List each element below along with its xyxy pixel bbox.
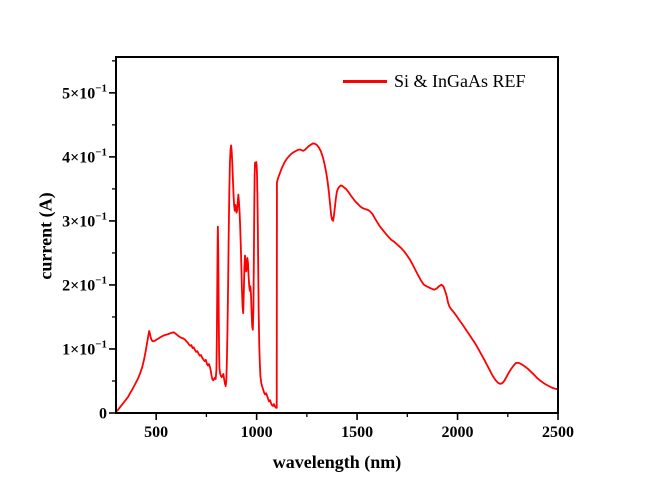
x-axis-ticks: [155, 413, 559, 420]
x-tick-label: 500: [144, 424, 168, 441]
x-tick-label: 2000: [442, 424, 474, 441]
y-axis-title: current (A): [35, 192, 56, 280]
y-tick-label: 1×10−1: [62, 338, 107, 358]
y-tick-label: 5×10−1: [62, 82, 107, 102]
x-axis-title: wavelength (nm): [272, 452, 402, 472]
y-axis-ticks: [109, 60, 116, 414]
series-line-si-ingaas-ref: [115, 142, 559, 413]
y-tick-label: 0: [99, 406, 107, 423]
x-tick-label: 1500: [341, 424, 373, 441]
y-tick-label: 3×10−1: [62, 210, 107, 230]
x-tick-label: 2500: [542, 424, 574, 441]
plot-frame: [115, 56, 559, 414]
legend-label: Si & InGaAs REF: [394, 70, 526, 91]
x-tick-label: 1000: [241, 424, 273, 441]
legend: Si & InGaAs REF: [343, 70, 526, 92]
legend-line-swatch: [343, 79, 387, 83]
y-tick-label: 4×10−1: [62, 146, 107, 166]
y-tick-label: 2×10−1: [62, 274, 107, 294]
